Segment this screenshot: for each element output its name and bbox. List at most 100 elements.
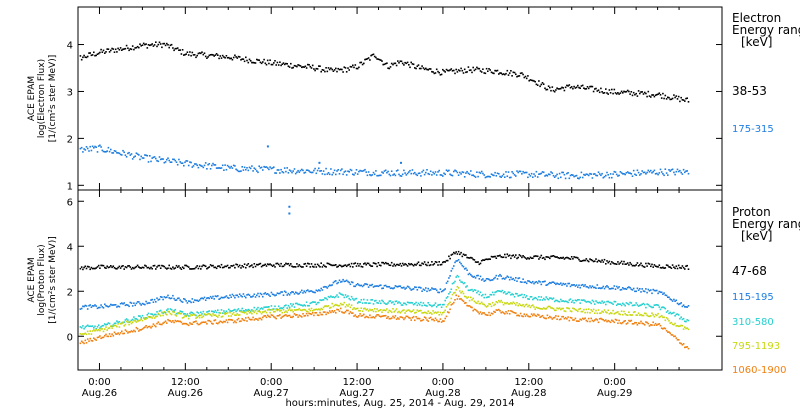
data-point-310-580 bbox=[279, 307, 281, 310]
data-point-310-580 bbox=[527, 298, 529, 300]
data-point-1060-1900 bbox=[489, 314, 491, 317]
data-point-175-315 bbox=[209, 168, 212, 170]
data-point-310-580 bbox=[358, 301, 360, 303]
data-point-795-1193 bbox=[508, 303, 511, 305]
data-point-38-53 bbox=[344, 67, 347, 69]
data-point-795-1193 bbox=[133, 319, 135, 322]
data-point-1060-1900 bbox=[596, 319, 599, 321]
data-point-795-1193 bbox=[648, 315, 651, 318]
data-point-38-53 bbox=[206, 57, 208, 59]
data-point-115-195 bbox=[466, 269, 468, 271]
data-point-38-53 bbox=[254, 62, 257, 64]
data-point-795-1193 bbox=[667, 318, 669, 320]
data-point-1060-1900 bbox=[276, 315, 279, 317]
data-point-1060-1900 bbox=[286, 315, 288, 317]
data-point-310-580 bbox=[443, 303, 445, 306]
data-point-1060-1900 bbox=[440, 321, 443, 323]
data-point-47-68 bbox=[674, 267, 676, 270]
data-point-310-580 bbox=[528, 298, 530, 300]
data-point-175-315 bbox=[270, 167, 273, 170]
data-point-115-195 bbox=[541, 281, 544, 283]
data-point-47-68 bbox=[515, 254, 517, 256]
data-point-1060-1900 bbox=[412, 315, 415, 318]
data-point-47-68 bbox=[86, 265, 89, 268]
data-point-310-580 bbox=[99, 327, 101, 329]
data-point-310-580 bbox=[212, 310, 214, 313]
data-point-795-1193 bbox=[102, 330, 105, 333]
data-point-310-580 bbox=[297, 303, 299, 306]
data-point-1060-1900 bbox=[522, 315, 524, 318]
data-point-175-315 bbox=[673, 171, 675, 174]
data-point-795-1193 bbox=[176, 312, 179, 314]
data-point-47-68 bbox=[366, 262, 369, 265]
data-point-310-580 bbox=[260, 307, 263, 309]
data-point-310-580 bbox=[643, 303, 646, 306]
data-point-115-195 bbox=[301, 289, 303, 292]
data-point-38-53 bbox=[283, 63, 286, 66]
data-point-175-315 bbox=[189, 161, 191, 163]
data-point-1060-1900 bbox=[79, 342, 82, 345]
data-point-310-580 bbox=[191, 311, 194, 314]
data-point-47-68 bbox=[369, 264, 371, 266]
data-point-795-1193 bbox=[659, 315, 662, 318]
data-point-47-68 bbox=[455, 251, 457, 253]
data-point-38-53 bbox=[235, 56, 237, 58]
data-point-47-68 bbox=[654, 265, 657, 267]
data-point-795-1193 bbox=[313, 309, 315, 311]
data-point-795-1193 bbox=[276, 309, 279, 312]
data-point-47-68 bbox=[591, 259, 594, 262]
data-point-47-68 bbox=[358, 265, 360, 267]
data-point-175-315 bbox=[589, 172, 591, 175]
data-point-795-1193 bbox=[423, 311, 426, 314]
data-point-47-68 bbox=[183, 267, 185, 270]
data-point-310-580 bbox=[539, 299, 541, 301]
data-point-310-580 bbox=[470, 289, 472, 291]
data-point-795-1193 bbox=[333, 304, 336, 307]
data-point-47-68 bbox=[466, 256, 468, 259]
data-point-47-68 bbox=[355, 265, 358, 267]
data-point-38-53 bbox=[573, 85, 575, 88]
data-point-115-195 bbox=[212, 295, 214, 298]
data-point-310-580 bbox=[556, 299, 558, 302]
data-point-115-195 bbox=[276, 292, 279, 294]
data-point-310-580 bbox=[442, 303, 444, 306]
data-point-38-53 bbox=[420, 67, 422, 70]
data-point-175-315 bbox=[647, 169, 650, 172]
data-point-795-1193 bbox=[507, 303, 510, 305]
data-point-115-195 bbox=[256, 294, 258, 297]
data-point-38-53 bbox=[111, 47, 113, 50]
data-point-795-1193 bbox=[422, 312, 425, 314]
data-point-47-68 bbox=[401, 262, 404, 265]
data-point-38-53 bbox=[229, 57, 231, 60]
data-point-115-195 bbox=[311, 291, 314, 293]
data-point-115-195 bbox=[380, 284, 382, 286]
data-point-38-53 bbox=[256, 58, 258, 61]
data-point-115-195 bbox=[570, 284, 573, 286]
data-point-795-1193 bbox=[129, 320, 132, 323]
data-point-175-315 bbox=[387, 170, 389, 173]
data-point-1060-1900 bbox=[466, 304, 468, 307]
data-point-47-68 bbox=[625, 263, 628, 265]
data-point-310-580 bbox=[131, 318, 134, 321]
data-point-1060-1900 bbox=[499, 310, 501, 312]
data-point-1060-1900 bbox=[383, 315, 386, 317]
data-point-310-580 bbox=[285, 304, 287, 306]
data-point-115-195 bbox=[147, 302, 150, 304]
data-point-47-68 bbox=[498, 255, 500, 257]
data-point-1060-1900 bbox=[378, 315, 381, 317]
data-point-175-315 bbox=[431, 174, 433, 176]
data-point-175-315 bbox=[406, 172, 409, 175]
data-point-310-580 bbox=[324, 297, 326, 299]
data-point-38-53 bbox=[135, 46, 138, 49]
data-point-175-315 bbox=[161, 158, 163, 160]
data-point-47-68 bbox=[630, 263, 633, 266]
data-point-175-315 bbox=[230, 165, 232, 168]
data-point-175-315 bbox=[200, 164, 202, 167]
data-point-115-195 bbox=[343, 280, 346, 283]
data-point-175-315 bbox=[135, 152, 138, 154]
data-point-310-580 bbox=[332, 296, 335, 298]
data-point-115-195 bbox=[550, 282, 552, 284]
data-point-38-53 bbox=[490, 71, 493, 74]
data-point-1060-1900 bbox=[331, 310, 333, 312]
data-point-795-1193 bbox=[631, 314, 634, 316]
